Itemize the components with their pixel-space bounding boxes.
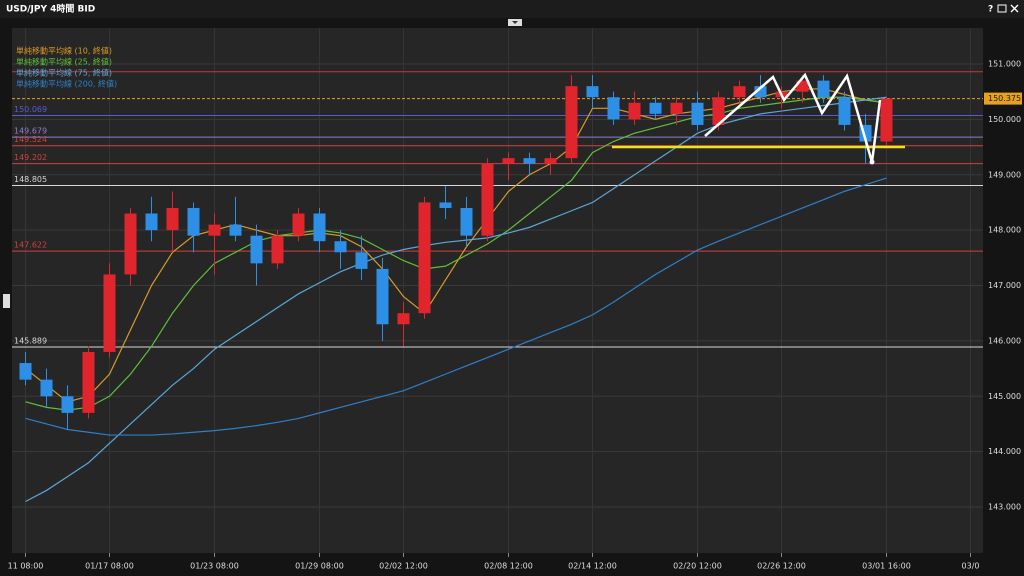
chart-title: USD/JPY 4時間 BID [6, 3, 95, 15]
y-tick-label: 147.000 [988, 281, 1021, 290]
candle-body [82, 351, 95, 413]
candle-body [460, 207, 473, 236]
y-tick-label: 144.000 [988, 447, 1021, 456]
ma-line [25, 177, 887, 436]
candle-body [565, 86, 578, 159]
drawn-zigzag [704, 72, 882, 163]
level-label: 148.805 [14, 175, 47, 184]
plot-area [12, 28, 983, 553]
candle-body [355, 252, 368, 269]
candle-body [145, 213, 158, 231]
x-tick-label: 01/23 08:00 [190, 562, 239, 571]
candle-body [754, 86, 767, 98]
x-tick-label: 02/26 12:00 [757, 562, 806, 571]
side-tab[interactable] [3, 294, 10, 308]
x-tick-label: 02/14 12:00 [568, 562, 617, 571]
candle-body [124, 213, 137, 275]
level-label: 149.202 [14, 153, 47, 162]
ma-line [25, 96, 887, 411]
y-tick-label: 145.000 [988, 392, 1021, 401]
collapse-arrow [512, 21, 518, 24]
candle-body [292, 213, 305, 236]
candle-body [166, 207, 179, 231]
candle-body [880, 98, 893, 142]
x-tick-label: 02/02 12:00 [379, 562, 428, 571]
candle-body [607, 97, 620, 120]
legend-entry: 単純移動平均線 (200, 終値) [16, 79, 117, 89]
y-tick-label: 150.000 [988, 115, 1021, 124]
y-tick-label: 143.000 [988, 503, 1021, 512]
candle-body [481, 163, 494, 236]
candle-body [187, 207, 200, 236]
candle-body [313, 213, 326, 242]
candle-body [586, 86, 599, 98]
candle-body [250, 235, 263, 264]
candle-body [103, 274, 116, 352]
y-tick-label: 151.000 [988, 59, 1021, 68]
candle-body [691, 102, 704, 125]
price-box [984, 92, 1022, 105]
candle-body [397, 313, 410, 325]
y-tick-label: 149.000 [988, 170, 1021, 179]
candle-body [418, 202, 431, 314]
x-tick-label: 11 08:00 [8, 562, 44, 571]
candle-body [649, 102, 662, 114]
candle-body [229, 224, 242, 236]
x-tick-label: 01/17 08:00 [85, 562, 134, 571]
help-button[interactable]: ? [988, 5, 993, 15]
candle-body [61, 396, 74, 413]
candle-body [817, 80, 830, 98]
candle-body [334, 241, 347, 253]
candle-body [40, 379, 53, 397]
close-button[interactable] [1010, 4, 1019, 13]
candle-body [628, 102, 641, 120]
level-label: 147.622 [14, 241, 47, 250]
y-tick-label: 146.000 [988, 336, 1021, 345]
level-label: 149.679 [14, 127, 47, 136]
x-tick-label: 02/20 12:00 [673, 562, 722, 571]
ma-line [25, 96, 887, 503]
title-bar [0, 0, 1024, 18]
x-tick-label: 01/29 08:00 [295, 562, 344, 571]
level-label: 145.889 [14, 337, 47, 346]
candle-body [271, 235, 284, 264]
x-tick-label: 03/0 [962, 562, 980, 571]
legend-entry: 単純移動平均線 (10, 終値) [16, 46, 112, 56]
x-tick-label: 02/08 12:00 [484, 562, 533, 571]
price-label: 150.375 [988, 94, 1021, 103]
candle-body [733, 86, 746, 98]
level-label: 149.524 [14, 135, 47, 144]
drawn-point [869, 159, 875, 165]
y-tick-label: 148.000 [988, 226, 1021, 235]
candle-body [712, 97, 725, 125]
candle-body [208, 224, 221, 236]
candle-body [796, 80, 809, 92]
legend-entry: 単純移動平均線 (75, 終値) [16, 68, 112, 78]
candle-body [376, 268, 389, 325]
candle-body [544, 158, 557, 164]
candle-body [439, 202, 452, 208]
candle-body [838, 97, 851, 125]
candle-body [670, 102, 683, 114]
candle-body [502, 158, 515, 164]
level-label: 150.069 [14, 105, 47, 114]
x-tick-label: 03/01 16:00 [862, 562, 911, 571]
candle-body [19, 363, 32, 380]
maximize-button[interactable] [997, 4, 1007, 13]
legend-entry: 単純移動平均線 (25, 終値) [16, 57, 112, 67]
candle-body [523, 158, 536, 164]
